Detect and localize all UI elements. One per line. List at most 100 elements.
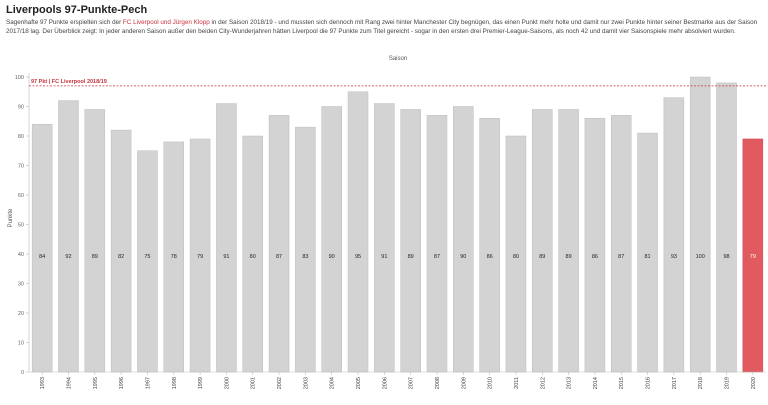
bar: [689, 76, 711, 373]
x-tick-label: 2014: [593, 377, 599, 389]
x-tick-label: 2004: [330, 377, 336, 389]
bar-value-label: 78: [171, 254, 177, 260]
bar-value-label: 90: [460, 254, 466, 260]
y-tick-label: 90: [18, 105, 24, 111]
bar-value-label: 82: [118, 254, 124, 260]
bar-value-label: 79: [750, 254, 756, 260]
y-tick-label: 60: [18, 193, 24, 199]
x-axis: 1993 1994 1995 1996 1997 1998 1999 2000 2001 2002…: [29, 371, 766, 389]
bar-value-label: 75: [144, 254, 150, 260]
x-tick-label: 1995: [93, 377, 99, 389]
bar: [321, 106, 342, 373]
bar-value-label: 79: [197, 254, 203, 260]
bar-value-label: 89: [408, 254, 414, 260]
x-tick-label: 2009: [461, 377, 467, 389]
bar-value-label: 89: [566, 254, 572, 260]
x-tick-label: 2005: [356, 377, 362, 389]
bar: [137, 150, 158, 373]
bar-value-label: 80: [513, 254, 519, 260]
x-tick-label: 2016: [646, 377, 652, 389]
bar-value-label: 89: [92, 254, 98, 260]
bar-value-label: 87: [618, 254, 624, 260]
subtitle-text-1: Sagenhafte 97 Punkte erspielten sich der: [6, 19, 123, 26]
bar-value-label: 93: [671, 254, 677, 260]
x-tick-label: 2015: [619, 377, 625, 389]
x-tick-label: 1997: [145, 377, 151, 389]
bar: [453, 106, 474, 373]
x-tick-label: 2006: [382, 377, 388, 389]
bar: [584, 118, 606, 373]
reference-line-label: 97 Pkt | FC Liverpool 2018/19: [31, 79, 107, 85]
x-tick-label: 2012: [540, 377, 546, 389]
y-tick-label: 70: [18, 164, 24, 170]
bar: [295, 126, 316, 373]
bar: [31, 123, 53, 373]
bar-value-label: 90: [329, 254, 335, 260]
y-tick-label: 40: [18, 252, 24, 258]
x-tick-label: 2011: [514, 377, 520, 389]
x-tick-label: 2019: [725, 377, 731, 389]
bar-value-label: 87: [276, 254, 282, 260]
y-tick-label: 20: [18, 311, 24, 317]
bar-value-label: 81: [644, 254, 650, 260]
bar: [426, 115, 448, 373]
season-axis-title: Saison: [389, 56, 407, 62]
y-tick-label: 30: [18, 282, 24, 288]
bar-value-label: 86: [592, 254, 598, 260]
bar-value-label: 100: [696, 254, 705, 260]
bar: [532, 109, 553, 373]
bar: [110, 129, 132, 373]
bar: [84, 109, 106, 373]
reference-line-group: 97 Pkt | FC Liverpool 2018/19: [29, 79, 766, 87]
x-tick-label: 1998: [172, 377, 178, 389]
bar-value-label: 83: [302, 254, 308, 260]
y-axis-label: Punkte: [8, 208, 14, 227]
y-tick-label: 100: [15, 75, 24, 81]
x-tick-label: 2002: [277, 377, 283, 389]
bar: [610, 115, 632, 373]
bar: [216, 103, 237, 373]
bar: [479, 118, 500, 373]
y-tick-label: 50: [18, 223, 24, 229]
x-tick-label: 2018: [698, 377, 704, 389]
bar: [663, 97, 685, 373]
bar-value-label: 92: [65, 254, 71, 260]
x-tick-label: 2001: [251, 377, 257, 389]
bar-value-label: 91: [223, 254, 229, 260]
y-tick-label: 0: [21, 370, 24, 376]
x-tick-label: 2020: [751, 377, 757, 389]
bar: [374, 103, 395, 373]
chart-subtitle: Sagenhafte 97 Punkte erspielten sich der…: [6, 18, 758, 36]
bar-value-label: 95: [355, 254, 361, 260]
x-tick-label: 1993: [40, 377, 46, 389]
x-tick-label: 2010: [488, 377, 494, 389]
subtitle-highlight: FC Liverpool und Jürgen Klopp: [122, 19, 210, 26]
bar: [268, 115, 290, 373]
bar: [400, 109, 421, 373]
bar: [58, 100, 79, 373]
x-tick-label: 2013: [567, 377, 573, 389]
x-tick-label: 1994: [66, 377, 72, 389]
x-tick-label: 1996: [119, 377, 125, 389]
bar: [558, 109, 579, 373]
y-tick-label: 10: [18, 341, 24, 347]
x-tick-label: 2008: [435, 377, 441, 389]
bar-value-label: 91: [381, 254, 387, 260]
bar: [716, 82, 737, 373]
bar: [637, 132, 658, 373]
bar: [347, 91, 369, 373]
x-tick-label: 2003: [303, 377, 309, 389]
chart-title: Liverpools 97-Punkte-Pech: [6, 4, 148, 16]
bars-group: 84 92 89 82 75 78 79 91 80 87 83 90 95 91 89 87 90 86 80 89…: [31, 76, 764, 373]
subtitle-text-2: in der Saison 2018/19 - und mussten sich…: [6, 19, 758, 36]
bar-value-label: 98: [723, 254, 729, 260]
y-tick-label: 80: [18, 134, 24, 140]
bar-value-label: 89: [539, 254, 545, 260]
bar-value-label: 80: [250, 254, 256, 260]
y-axis: 0 10 20 30 40 50 60 70 80 90 100: [15, 73, 30, 376]
x-tick-label: 2017: [672, 377, 678, 389]
x-tick-label: 1999: [198, 377, 204, 389]
bar-value-label: 86: [487, 254, 493, 260]
x-tick-label: 2000: [224, 377, 230, 389]
bar-value-label: 84: [39, 254, 45, 260]
